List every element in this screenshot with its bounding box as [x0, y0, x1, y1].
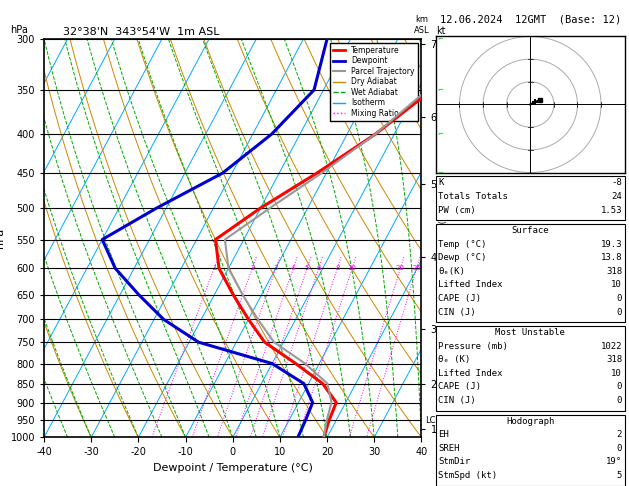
Text: Surface: Surface	[511, 226, 549, 235]
Text: 20: 20	[396, 265, 405, 271]
Text: 12.06.2024  12GMT  (Base: 12): 12.06.2024 12GMT (Base: 12)	[440, 15, 621, 25]
Text: ⌐: ⌐	[437, 417, 443, 423]
Text: © weatheronline.co.uk: © weatheronline.co.uk	[478, 472, 582, 481]
Text: PW (cm): PW (cm)	[438, 206, 476, 215]
Text: 13.8: 13.8	[601, 253, 622, 262]
Y-axis label: Mixing Ratio (g/kg): Mixing Ratio (g/kg)	[440, 198, 448, 278]
Text: 0: 0	[616, 396, 622, 405]
Text: 25: 25	[412, 265, 421, 271]
Text: ⌐: ⌐	[437, 36, 443, 42]
Text: ⌐: ⌐	[437, 87, 443, 93]
Text: 8: 8	[335, 265, 340, 271]
Text: 1: 1	[212, 265, 216, 271]
Text: Dewp (°C): Dewp (°C)	[438, 253, 487, 262]
Text: 5: 5	[305, 265, 309, 271]
Text: 10: 10	[611, 369, 622, 378]
Text: 0: 0	[616, 294, 622, 303]
Text: 2: 2	[250, 265, 255, 271]
Text: Hodograph: Hodograph	[506, 417, 554, 426]
Text: 19°: 19°	[606, 457, 622, 467]
Y-axis label: hPa: hPa	[0, 228, 5, 248]
Text: CAPE (J): CAPE (J)	[438, 294, 481, 303]
Text: 10: 10	[611, 280, 622, 290]
Text: ⌐: ⌐	[437, 434, 443, 440]
Legend: Temperature, Dewpoint, Parcel Trajectory, Dry Adiabat, Wet Adiabat, Isotherm, Mi: Temperature, Dewpoint, Parcel Trajectory…	[330, 43, 418, 121]
Text: 318: 318	[606, 355, 622, 364]
Text: 0: 0	[616, 444, 622, 453]
Text: 5: 5	[616, 471, 622, 480]
Text: 318: 318	[606, 267, 622, 276]
Text: 24: 24	[611, 192, 622, 201]
Text: Pressure (mb): Pressure (mb)	[438, 342, 508, 351]
Text: StmSpd (kt): StmSpd (kt)	[438, 471, 498, 480]
Text: 0: 0	[616, 382, 622, 392]
Text: -8: -8	[611, 178, 622, 188]
Text: CAPE (J): CAPE (J)	[438, 382, 481, 392]
Text: 4: 4	[291, 265, 296, 271]
Text: 32°38'N  343°54'W  1m ASL: 32°38'N 343°54'W 1m ASL	[63, 27, 220, 37]
Text: CIN (J): CIN (J)	[438, 308, 476, 317]
X-axis label: Dewpoint / Temperature (°C): Dewpoint / Temperature (°C)	[153, 463, 313, 473]
Text: 1022: 1022	[601, 342, 622, 351]
Text: Temp (°C): Temp (°C)	[438, 240, 487, 249]
Text: Lifted Index: Lifted Index	[438, 280, 503, 290]
Text: 1.53: 1.53	[601, 206, 622, 215]
Text: 2: 2	[616, 430, 622, 439]
Text: StmDir: StmDir	[438, 457, 470, 467]
Text: LCL: LCL	[426, 416, 441, 425]
Text: 19.3: 19.3	[601, 240, 622, 249]
Text: Most Unstable: Most Unstable	[495, 328, 565, 337]
Text: kt: kt	[436, 26, 445, 36]
Text: ⌐: ⌐	[437, 339, 443, 345]
Text: θₑ(K): θₑ(K)	[438, 267, 465, 276]
Text: EH: EH	[438, 430, 449, 439]
Text: ⌐: ⌐	[437, 399, 443, 405]
Text: 3: 3	[274, 265, 278, 271]
Text: ⌐: ⌐	[437, 361, 443, 366]
Text: ⌐: ⌐	[437, 381, 443, 386]
Text: 6: 6	[316, 265, 321, 271]
Text: ⌐: ⌐	[437, 170, 443, 176]
Text: CIN (J): CIN (J)	[438, 396, 476, 405]
Text: K: K	[438, 178, 444, 188]
Text: Totals Totals: Totals Totals	[438, 192, 508, 201]
Text: 10: 10	[348, 265, 357, 271]
Text: θₑ (K): θₑ (K)	[438, 355, 470, 364]
Text: 0: 0	[616, 308, 622, 317]
Text: ⌐: ⌐	[437, 131, 443, 137]
Text: ⌐: ⌐	[437, 316, 443, 322]
Text: Lifted Index: Lifted Index	[438, 369, 503, 378]
Text: SREH: SREH	[438, 444, 460, 453]
Text: hPa: hPa	[10, 25, 28, 35]
Text: km
ASL: km ASL	[414, 16, 429, 35]
